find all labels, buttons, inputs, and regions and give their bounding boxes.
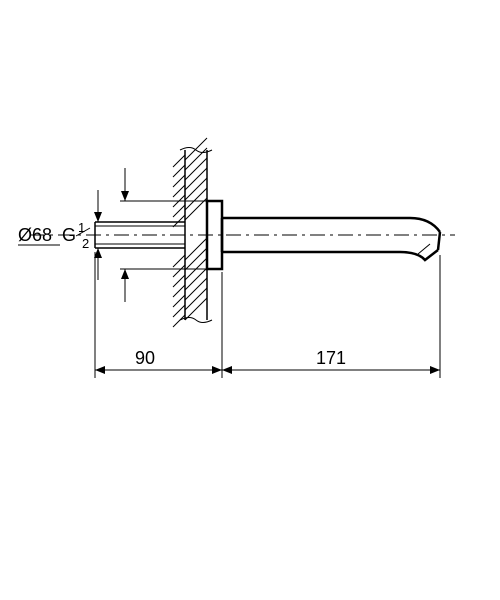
spout-body xyxy=(222,218,440,260)
label-diameter: Ø68 xyxy=(18,225,52,245)
label-171: 171 xyxy=(316,348,346,368)
label-thread-den: 2 xyxy=(82,236,89,251)
hatch-inside xyxy=(185,138,207,320)
dimension-171: 171 xyxy=(222,348,440,370)
hatch-left xyxy=(173,155,185,327)
label-90: 90 xyxy=(135,348,155,368)
label-thread-G: G xyxy=(62,225,76,245)
technical-drawing: Ø68 G 1 2 90 171 xyxy=(0,0,500,600)
dimension-90: 90 xyxy=(95,348,222,370)
